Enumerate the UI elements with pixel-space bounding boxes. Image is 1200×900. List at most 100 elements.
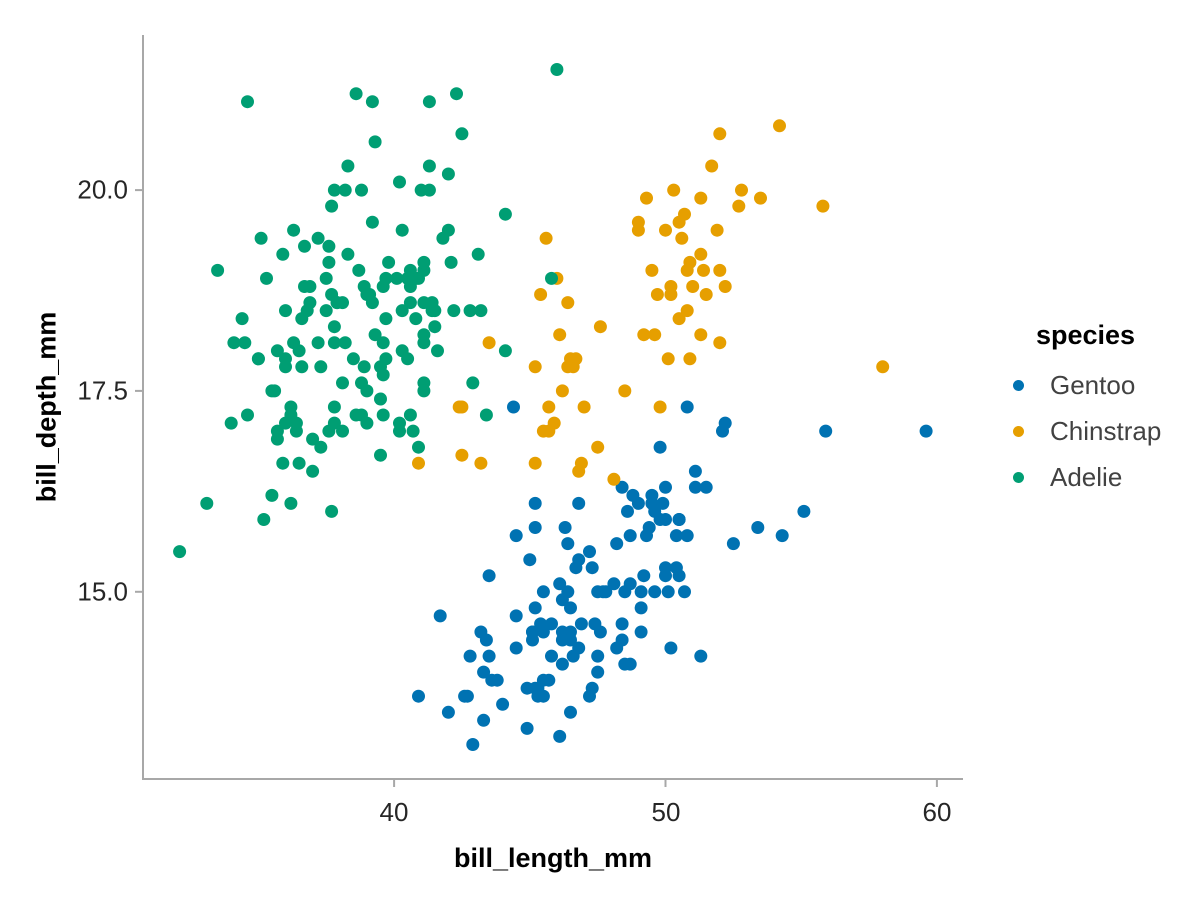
data-point-adelie	[441, 167, 455, 181]
data-point-gentoo	[545, 649, 558, 663]
data-point-adelie	[306, 432, 320, 446]
data-point-adelie	[268, 384, 282, 398]
data-point-gentoo	[572, 496, 586, 510]
data-point-chinstrap	[561, 296, 575, 310]
data-point-adelie	[422, 159, 436, 173]
data-point-adelie	[338, 336, 352, 350]
data-point-gentoo	[634, 625, 648, 639]
data-point-gentoo	[656, 496, 670, 510]
data-point-gentoo	[623, 529, 637, 543]
data-point-adelie	[365, 296, 379, 310]
data-point-adelie	[341, 159, 355, 173]
legend-dot-chinstrap	[1013, 425, 1024, 437]
data-point-adelie	[341, 247, 355, 261]
data-point-gentoo	[545, 617, 558, 631]
data-point-chinstrap	[735, 183, 748, 197]
data-point-gentoo	[591, 585, 605, 599]
data-point-adelie	[436, 231, 450, 245]
data-point-adelie	[444, 255, 458, 269]
data-point-adelie	[238, 336, 252, 350]
data-point-adelie	[417, 296, 431, 310]
data-point-adelie	[403, 296, 417, 310]
data-point-chinstrap	[816, 199, 830, 213]
data-point-gentoo	[615, 480, 629, 494]
data-point-adelie	[346, 352, 360, 366]
data-point-chinstrap	[713, 127, 727, 141]
data-point-gentoo	[509, 641, 523, 655]
data-point-gentoo	[479, 633, 493, 647]
data-point-gentoo	[558, 521, 572, 534]
data-point-adelie	[254, 231, 268, 245]
legend-item-chinstrap: Chinstrap	[1013, 416, 1161, 446]
data-point-adelie	[382, 255, 396, 269]
data-point-adelie	[327, 320, 341, 334]
data-point-gentoo	[718, 416, 732, 430]
y-tick-label: 15.0	[77, 576, 128, 607]
data-point-adelie	[417, 336, 431, 350]
data-point-adelie	[395, 304, 409, 318]
data-point-adelie	[431, 344, 444, 358]
data-point-chinstrap	[542, 400, 556, 414]
data-point-gentoo	[561, 537, 575, 551]
data-point-gentoo	[564, 601, 577, 615]
data-point-gentoo	[433, 609, 447, 623]
data-point-gentoo	[490, 673, 504, 687]
data-point-adelie	[314, 360, 328, 374]
data-point-adelie	[295, 312, 309, 326]
data-point-gentoo	[751, 521, 765, 534]
data-point-adelie	[314, 440, 328, 454]
data-point-gentoo	[536, 585, 550, 599]
data-point-chinstrap	[539, 231, 553, 245]
data-point-chinstrap	[618, 384, 632, 398]
data-point-gentoo	[688, 464, 702, 478]
data-point-adelie	[279, 416, 292, 430]
data-point-adelie	[406, 424, 420, 438]
data-point-gentoo	[528, 521, 542, 534]
data-point-adelie	[349, 87, 363, 101]
x-tick-label: 60	[922, 797, 952, 827]
data-point-adelie	[463, 304, 477, 318]
data-point-adelie	[357, 360, 371, 374]
data-point-gentoo	[561, 585, 575, 599]
data-point-adelie	[352, 263, 366, 277]
data-point-gentoo	[659, 480, 672, 494]
data-point-adelie	[241, 408, 254, 422]
data-point-adelie	[311, 336, 325, 350]
data-point-gentoo	[583, 545, 596, 559]
data-point-chinstrap	[667, 183, 681, 197]
data-point-chinstrap	[713, 336, 727, 350]
data-point-chinstrap	[694, 191, 708, 205]
data-point-adelie	[336, 424, 349, 438]
data-point-adelie	[393, 175, 406, 189]
data-point-chinstrap	[694, 247, 708, 261]
data-point-adelie	[319, 271, 333, 285]
data-point-gentoo	[688, 480, 702, 494]
data-point-adelie	[295, 360, 309, 374]
data-point-adelie	[455, 127, 469, 141]
data-point-adelie	[260, 271, 273, 285]
data-point-adelie	[365, 215, 379, 229]
data-point-adelie	[257, 513, 271, 526]
data-point-chinstrap	[710, 223, 724, 237]
data-point-gentoo	[694, 649, 708, 663]
data-point-adelie	[447, 304, 461, 318]
data-point-adelie	[349, 408, 363, 422]
data-point-adelie	[474, 304, 488, 318]
legend-title: species	[1036, 320, 1136, 350]
data-point-chinstrap	[455, 448, 469, 462]
data-point-adelie	[298, 239, 311, 253]
data-point-gentoo	[509, 529, 523, 543]
data-point-chinstrap	[773, 119, 786, 133]
data-point-adelie	[279, 304, 292, 318]
data-point-adelie	[550, 63, 564, 76]
data-point-chinstrap	[664, 288, 678, 301]
data-point-gentoo	[919, 424, 933, 438]
data-point-adelie	[325, 504, 339, 518]
data-point-adelie	[265, 488, 279, 502]
data-point-gentoo	[610, 537, 624, 551]
data-point-adelie	[327, 183, 341, 197]
data-point-gentoo	[523, 553, 537, 567]
data-point-adelie	[379, 352, 393, 366]
data-point-chinstrap	[572, 464, 586, 478]
